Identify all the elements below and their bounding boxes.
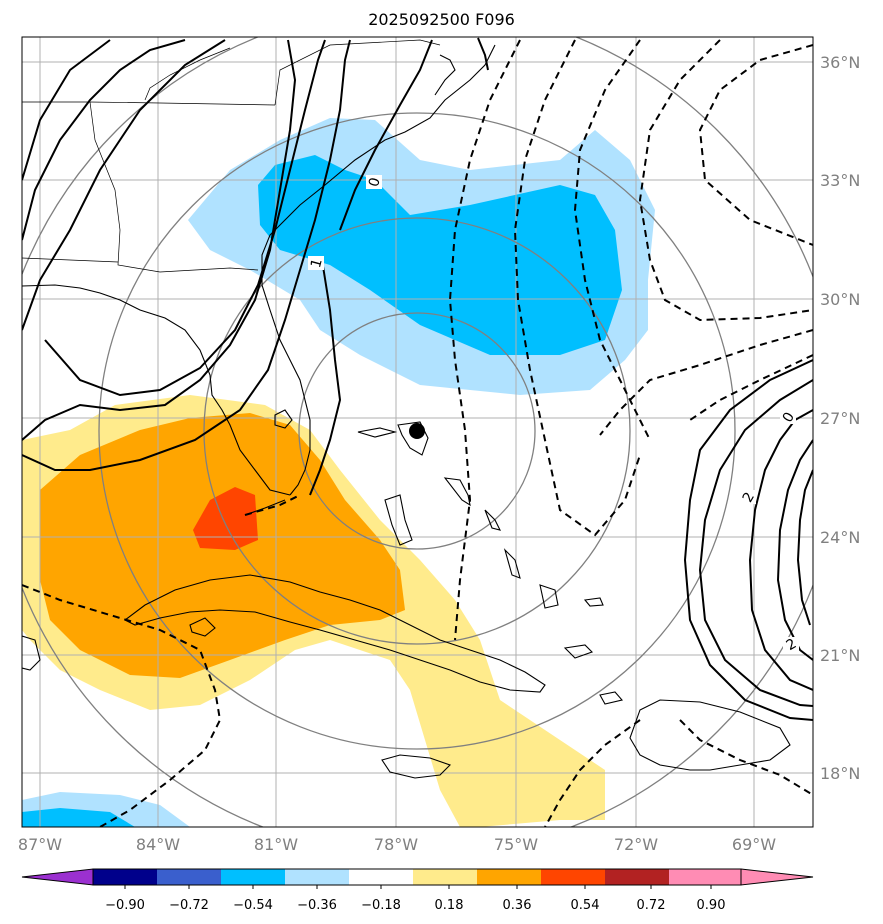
lat-label: 30°N bbox=[820, 290, 860, 309]
colorbar-segment bbox=[285, 869, 349, 885]
turks-caicos bbox=[583, 597, 604, 607]
colorbar-tick-label: −0.90 bbox=[105, 898, 145, 913]
lon-label: 72°W bbox=[614, 835, 658, 854]
colorbar-tick-label: 0.72 bbox=[637, 898, 666, 913]
lon-label: 84°W bbox=[136, 835, 180, 854]
map-frame bbox=[21, 36, 814, 828]
fill-blue-sw bbox=[22, 808, 135, 827]
dashed-contours bbox=[22, 39, 813, 827]
bahamas-acklins bbox=[539, 584, 559, 609]
bahamas-long bbox=[503, 548, 521, 579]
lon-label: 81°W bbox=[254, 835, 298, 854]
hispaniola bbox=[629, 699, 791, 771]
colorbar-ticks bbox=[124, 885, 712, 889]
lat-label: 21°N bbox=[820, 646, 860, 665]
colorbar-segment bbox=[157, 869, 221, 885]
colorbar-tick-label: −0.36 bbox=[297, 898, 337, 913]
colorbar-segment bbox=[605, 869, 669, 885]
lake-okeechobee bbox=[274, 409, 293, 429]
colorbar-tick-label: 0.54 bbox=[571, 898, 600, 913]
colorbar-segment bbox=[541, 869, 605, 885]
longitude-labels: 87°W 84°W 81°W 78°W 75°W 72°W 69°W bbox=[18, 835, 776, 854]
colorbar: −0.90 −0.72 −0.54 −0.36 −0.18 0.18 0.36 … bbox=[21, 868, 814, 913]
us-east-coast bbox=[261, 44, 496, 496]
colorbar-tick-label: −0.54 bbox=[233, 898, 273, 913]
colorbar-tick-label: 0.36 bbox=[503, 898, 532, 913]
inagua bbox=[563, 644, 594, 659]
range-rings bbox=[22, 37, 813, 827]
gulf-coast-west bbox=[22, 635, 41, 671]
colorbar-tick-label: 0.90 bbox=[697, 898, 726, 913]
colorbar-segment bbox=[477, 869, 541, 885]
colorbar-segment bbox=[413, 869, 477, 885]
contour-label-1: 1 bbox=[308, 257, 326, 270]
lon-label: 78°W bbox=[374, 835, 418, 854]
storm-center-marker bbox=[409, 423, 425, 439]
lat-label: 36°N bbox=[820, 53, 860, 72]
latitude-labels: 18°N 21°N 24°N 27°N 30°N 33°N 36°N bbox=[820, 53, 860, 783]
florida-keys bbox=[244, 499, 286, 516]
fill-red-orange bbox=[193, 487, 258, 550]
lat-label: 18°N bbox=[820, 764, 860, 783]
florida-gulf-coast bbox=[22, 284, 291, 496]
coastlines bbox=[22, 44, 791, 779]
colorbar-segment bbox=[93, 869, 157, 885]
lat-label: 33°N bbox=[820, 171, 860, 190]
solid-contours bbox=[22, 37, 813, 721]
lon-label: 87°W bbox=[18, 835, 62, 854]
contour-labels: 0 1 0 2 2 bbox=[308, 175, 799, 654]
colorbar-segment bbox=[349, 869, 413, 885]
bahamas-exuma bbox=[484, 509, 502, 531]
puerto-rico-west bbox=[599, 691, 624, 705]
colorbar-segment bbox=[221, 869, 285, 885]
contour-label-0: 0 bbox=[366, 176, 384, 189]
bahamas-abaco bbox=[397, 421, 429, 456]
colorbar-segment bbox=[669, 869, 741, 885]
cuba bbox=[123, 574, 546, 693]
nc-sounds bbox=[434, 54, 456, 96]
lat-label: 24°N bbox=[820, 528, 860, 547]
lon-label: 75°W bbox=[494, 835, 538, 854]
bahamas-grand bbox=[357, 427, 398, 438]
state-boundaries bbox=[22, 39, 441, 273]
colorbar-extend-right bbox=[740, 868, 814, 886]
colorbar-extend-left bbox=[21, 868, 94, 886]
lon-label: 69°W bbox=[732, 835, 776, 854]
lat-label: 27°N bbox=[820, 409, 860, 428]
colorbar-frame bbox=[92, 868, 742, 886]
isla-juventud bbox=[189, 617, 216, 637]
jamaica bbox=[381, 754, 452, 779]
colorbar-tick-label: −0.18 bbox=[361, 898, 401, 913]
colorbar-tick-label: 0.18 bbox=[435, 898, 464, 913]
map-title: 2025092500 F096 bbox=[368, 10, 515, 29]
bahamas-andros bbox=[384, 494, 413, 546]
colorbar-tick-label: −0.72 bbox=[169, 898, 209, 913]
